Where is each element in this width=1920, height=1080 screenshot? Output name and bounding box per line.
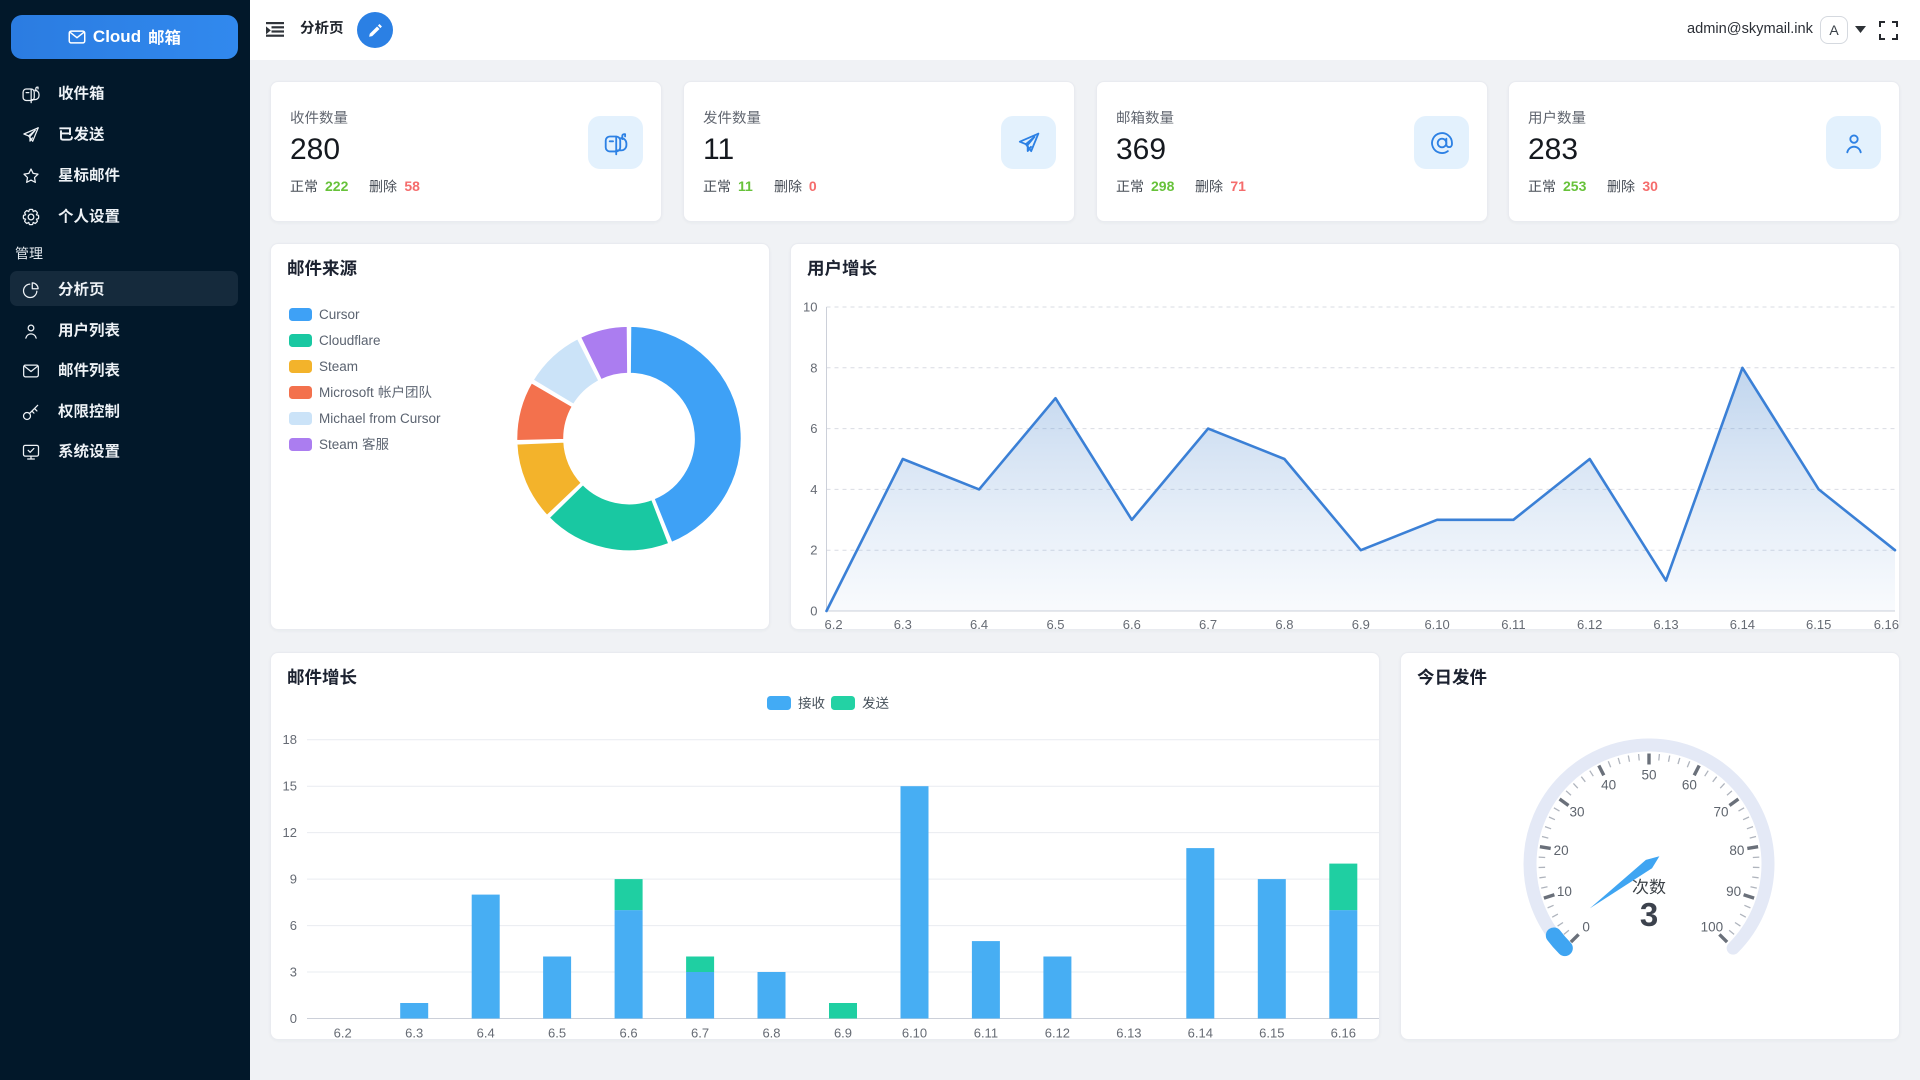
svg-text:6.3: 6.3 — [405, 1026, 423, 1041]
svg-text:80: 80 — [1729, 843, 1744, 858]
svg-text:6.13: 6.13 — [1116, 1026, 1141, 1041]
svg-text:6.2: 6.2 — [825, 617, 843, 631]
svg-text:0: 0 — [810, 604, 817, 619]
svg-text:0: 0 — [1582, 920, 1590, 935]
svg-text:10: 10 — [803, 300, 817, 315]
svg-text:12: 12 — [283, 825, 297, 840]
svg-text:6.9: 6.9 — [834, 1026, 852, 1041]
svg-text:6.10: 6.10 — [902, 1026, 927, 1041]
svg-text:6: 6 — [290, 918, 297, 933]
svg-text:20: 20 — [1554, 843, 1569, 858]
svg-text:6.6: 6.6 — [620, 1026, 638, 1041]
svg-text:6.4: 6.4 — [970, 617, 988, 631]
svg-text:6.14: 6.14 — [1188, 1026, 1213, 1041]
svg-text:30: 30 — [1569, 804, 1584, 819]
svg-text:9: 9 — [290, 872, 297, 887]
svg-text:6.10: 6.10 — [1424, 617, 1449, 631]
svg-text:6.14: 6.14 — [1730, 617, 1755, 631]
svg-text:6.5: 6.5 — [1046, 617, 1064, 631]
svg-text:6.15: 6.15 — [1259, 1026, 1284, 1041]
svg-text:6.15: 6.15 — [1806, 617, 1831, 631]
svg-text:10: 10 — [1557, 884, 1572, 899]
svg-text:6.7: 6.7 — [1199, 617, 1217, 631]
svg-text:6.12: 6.12 — [1045, 1026, 1070, 1041]
svg-text:6.8: 6.8 — [762, 1026, 780, 1041]
svg-text:18: 18 — [283, 732, 297, 747]
svg-text:60: 60 — [1682, 777, 1697, 792]
svg-text:50: 50 — [1641, 768, 1656, 783]
svg-text:6.4: 6.4 — [477, 1026, 495, 1041]
svg-text:6.11: 6.11 — [974, 1026, 998, 1041]
svg-text:6.11: 6.11 — [1501, 617, 1525, 631]
svg-text:70: 70 — [1713, 804, 1728, 819]
svg-text:6.12: 6.12 — [1577, 617, 1602, 631]
svg-text:100: 100 — [1701, 920, 1724, 935]
svg-text:6.9: 6.9 — [1352, 617, 1370, 631]
svg-text:6.5: 6.5 — [548, 1026, 566, 1041]
svg-text:6: 6 — [810, 421, 817, 436]
svg-text:6.6: 6.6 — [1123, 617, 1141, 631]
svg-text:90: 90 — [1726, 884, 1741, 899]
svg-text:0: 0 — [290, 1011, 297, 1026]
svg-text:3: 3 — [290, 965, 297, 980]
svg-text:8: 8 — [810, 360, 817, 375]
svg-text:6.16: 6.16 — [1331, 1026, 1356, 1041]
svg-text:6.3: 6.3 — [894, 617, 912, 631]
svg-text:6.8: 6.8 — [1275, 617, 1293, 631]
svg-text:6.16: 6.16 — [1874, 617, 1899, 631]
svg-text:2: 2 — [810, 543, 817, 558]
svg-text:6.2: 6.2 — [334, 1026, 352, 1041]
svg-text:6.7: 6.7 — [691, 1026, 709, 1041]
svg-text:6.13: 6.13 — [1653, 617, 1678, 631]
svg-text:40: 40 — [1601, 777, 1616, 792]
svg-text:15: 15 — [283, 779, 297, 794]
svg-text:4: 4 — [810, 482, 817, 497]
